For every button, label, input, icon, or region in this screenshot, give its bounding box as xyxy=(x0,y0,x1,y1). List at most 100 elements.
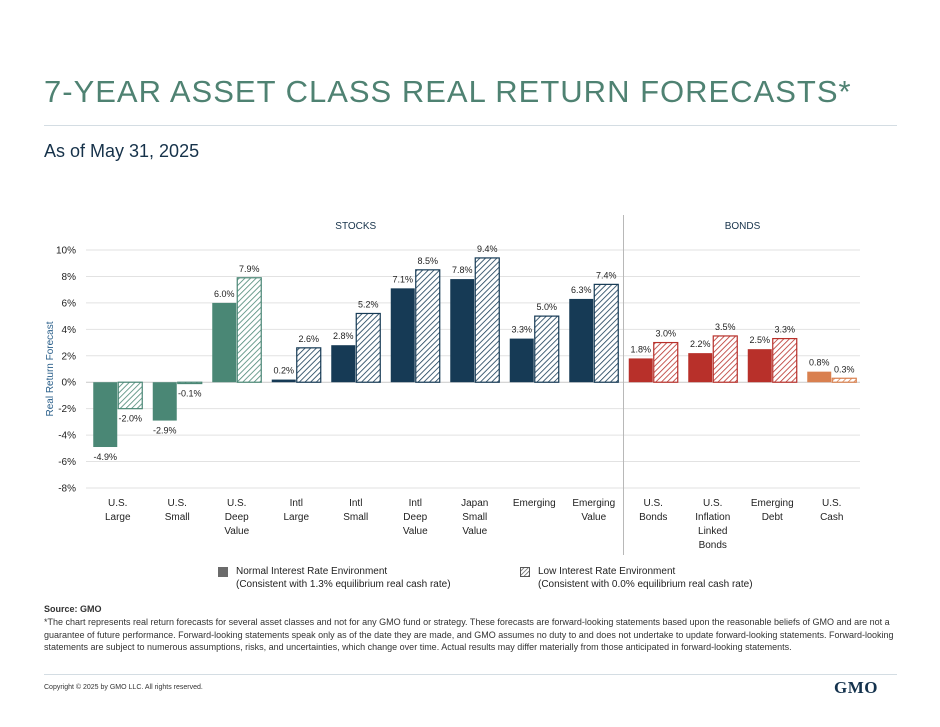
y-tick-label: 6% xyxy=(62,298,77,309)
y-tick-label: -6% xyxy=(58,457,76,468)
legend-note-low: (Consistent with 0.0% equilibrium real c… xyxy=(538,579,753,590)
chart-legend: Normal Interest Rate Environment (Consis… xyxy=(0,565,940,595)
bar-low xyxy=(117,381,143,410)
x-tick-label: Emerging xyxy=(751,498,794,509)
x-tick-label: U.S. xyxy=(108,498,127,509)
x-tick-label: Linked xyxy=(698,526,727,537)
bar-low xyxy=(177,381,203,385)
data-label: 0.2% xyxy=(273,366,294,376)
data-label: 5.0% xyxy=(536,302,557,312)
data-label: -2.0% xyxy=(118,414,142,424)
legend-text-normal: Normal Interest Rate Environment (Consis… xyxy=(236,565,451,591)
x-tick-label: Intl xyxy=(349,498,362,509)
bar-normal xyxy=(450,279,475,383)
data-label: 2.5% xyxy=(749,335,770,345)
data-label: 6.3% xyxy=(571,285,592,295)
bar-low xyxy=(831,377,857,383)
data-label: 2.6% xyxy=(298,334,319,344)
x-tick-label: Deep xyxy=(403,512,427,523)
x-tick-label: Debt xyxy=(762,512,783,523)
bar-low xyxy=(355,312,381,383)
y-tick-label: 2% xyxy=(62,351,77,362)
data-label: 2.8% xyxy=(333,331,354,341)
data-label: 6.0% xyxy=(214,289,235,299)
data-label: -4.9% xyxy=(93,452,117,462)
page-subtitle: As of May 31, 2025 xyxy=(44,141,200,161)
data-label: 8.5% xyxy=(417,256,438,266)
legend-note-normal: (Consistent with 1.3% equilibrium real c… xyxy=(236,579,451,590)
bar-low xyxy=(712,335,738,383)
data-label: 0.3% xyxy=(834,364,855,374)
group-label: STOCKS xyxy=(335,221,376,232)
legend-swatch-hatched xyxy=(520,567,530,577)
bar-normal xyxy=(747,349,772,383)
data-label: 3.0% xyxy=(655,329,676,339)
bar-normal xyxy=(807,371,832,383)
data-label: 7.4% xyxy=(596,270,617,280)
data-label: 3.3% xyxy=(511,325,532,335)
x-tick-label: Large xyxy=(105,512,131,523)
bar-normal xyxy=(509,338,534,383)
data-label: 2.2% xyxy=(690,339,711,349)
data-label: 3.5% xyxy=(715,322,736,332)
y-tick-label: 8% xyxy=(62,272,77,283)
legend-swatch-solid xyxy=(218,567,228,577)
legend-label-low: Low Interest Rate Environment xyxy=(538,566,676,577)
x-tick-label: Deep xyxy=(225,512,249,523)
bar-normal xyxy=(628,358,653,383)
data-label: 1.8% xyxy=(630,344,651,354)
bar-low xyxy=(296,347,322,383)
bar-low xyxy=(236,277,262,383)
bar-low xyxy=(772,337,798,383)
bar-low xyxy=(593,283,619,383)
x-tick-label: Inflation xyxy=(695,512,730,523)
bar-normal xyxy=(331,345,356,383)
y-tick-label: 0% xyxy=(62,378,77,389)
x-tick-label: Japan xyxy=(461,498,488,509)
y-tick-label: -8% xyxy=(58,484,76,495)
x-tick-label: U.S. xyxy=(227,498,246,509)
bar-low xyxy=(653,341,679,383)
x-tick-label: Emerging xyxy=(572,498,615,509)
x-tick-label: Cash xyxy=(820,512,843,523)
data-label: -2.9% xyxy=(153,426,177,436)
x-tick-label: Value xyxy=(403,526,428,537)
bar-chart: -8% -6% -4% -2% 0% 2% 4% 6% 8% 10% Real Return For… xyxy=(45,215,860,555)
source-note: Source: GMO xyxy=(44,604,102,614)
data-label: 7.1% xyxy=(392,274,413,284)
x-tick-label: Value xyxy=(462,526,487,537)
y-axis-label: Real Return Forecast xyxy=(45,321,56,416)
data-label: -0.1% xyxy=(178,389,202,399)
legend-label-normal: Normal Interest Rate Environment xyxy=(236,566,388,577)
bar-low xyxy=(474,257,500,383)
bar-low xyxy=(534,315,560,383)
y-tick-label: 4% xyxy=(62,325,77,336)
x-tick-label: Intl xyxy=(409,498,422,509)
x-tick-label: Small xyxy=(165,512,190,523)
copyright: Copyright © 2025 by GMO LLC. All rights … xyxy=(44,684,203,691)
x-tick-label: U.S. xyxy=(168,498,187,509)
x-tick-label: U.S. xyxy=(644,498,663,509)
data-label: 0.8% xyxy=(809,358,830,368)
y-tick-label: -4% xyxy=(58,431,76,442)
x-tick-label: Bonds xyxy=(639,512,667,523)
bar-normal xyxy=(688,353,713,383)
footer-divider xyxy=(44,674,897,675)
x-tick-label: Small xyxy=(462,512,487,523)
data-label: 9.4% xyxy=(477,244,498,254)
legend-text-low: Low Interest Rate Environment (Consisten… xyxy=(538,565,753,591)
bar-normal xyxy=(152,382,177,421)
bar-normal xyxy=(93,382,118,448)
data-label: 3.3% xyxy=(774,325,795,335)
title-divider xyxy=(44,125,897,126)
footnote: *The chart represents real return foreca… xyxy=(44,617,894,652)
x-tick-label: Emerging xyxy=(513,498,556,509)
bar-normal xyxy=(271,379,296,383)
bar-normal xyxy=(390,288,415,383)
x-tick-label: U.S. xyxy=(822,498,841,509)
x-tick-label: Small xyxy=(343,512,368,523)
bar-low xyxy=(415,269,441,383)
data-label: 5.2% xyxy=(358,299,379,309)
x-tick-label: Intl xyxy=(290,498,303,509)
x-tick-label: Value xyxy=(224,526,249,537)
